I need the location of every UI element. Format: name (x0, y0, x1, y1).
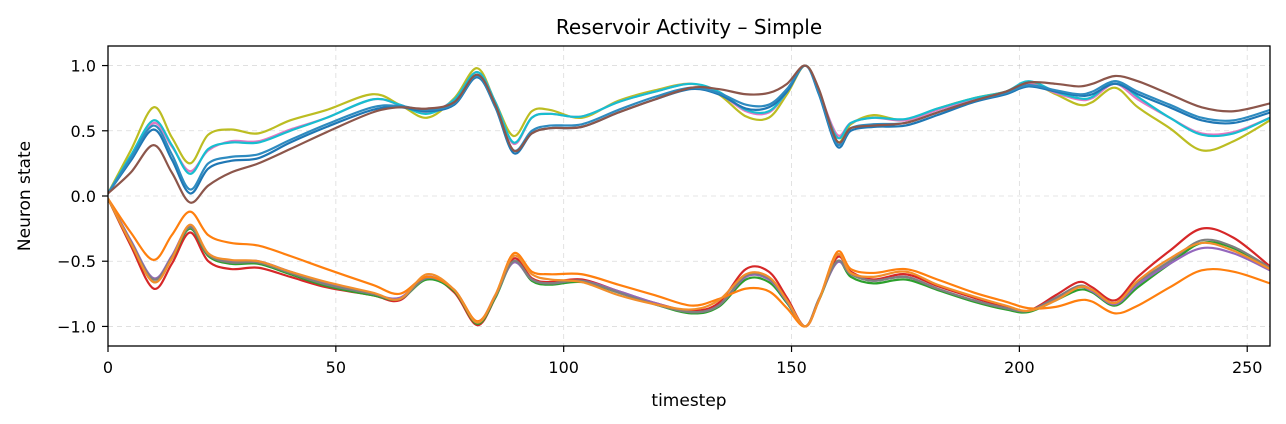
y-tick-label: 1.0 (71, 57, 96, 76)
series-line-6 (108, 64, 1270, 204)
series-line-9 (108, 197, 1270, 328)
series-line-12 (108, 197, 1270, 328)
x-tick-label: 0 (103, 358, 113, 377)
x-tick-label: 250 (1232, 358, 1263, 377)
y-tick-label: −0.5 (57, 252, 96, 271)
y-tick-label: 0.5 (71, 122, 96, 141)
x-tick-label: 150 (776, 358, 807, 377)
y-tick-label: −1.0 (57, 317, 96, 336)
axis-ticks: 0 50 100 150 200 250 1.0 0.5 0.0 −0.5 −1.0 (57, 57, 1262, 377)
x-tick-label: 50 (326, 358, 346, 377)
x-tick-label: 200 (1004, 358, 1035, 377)
series-group (108, 64, 1270, 328)
series-line-3 (108, 64, 1270, 195)
series-line-8 (108, 197, 1270, 328)
series-line-10 (108, 197, 1270, 328)
grid (107, 46, 1270, 346)
series-line-7 (108, 197, 1270, 328)
y-axis-title: Neuron state (15, 141, 35, 251)
series-line-5 (108, 64, 1270, 195)
chart-title: Reservoir Activity – Simple (556, 15, 822, 39)
x-tick-label: 100 (548, 358, 579, 377)
y-tick-label: 0.0 (71, 187, 96, 206)
series-line-11 (108, 197, 1270, 328)
x-axis-title: timestep (651, 391, 726, 411)
